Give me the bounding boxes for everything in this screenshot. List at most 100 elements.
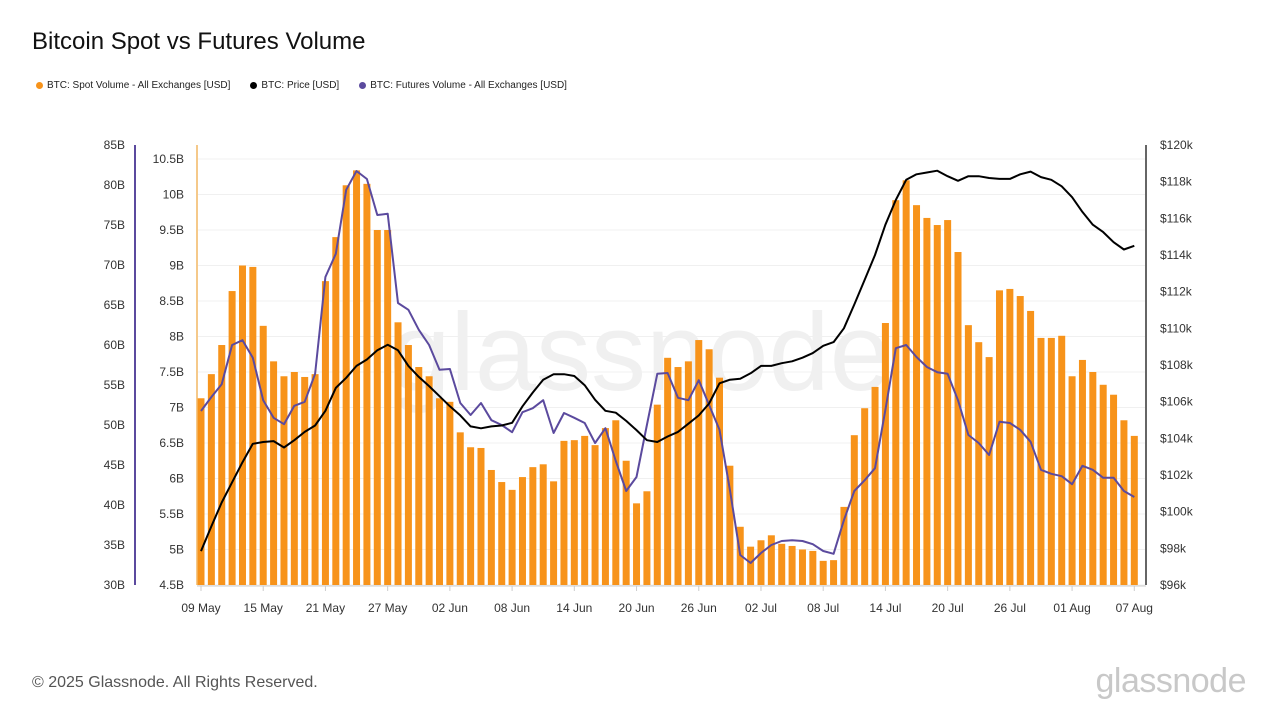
spot-volume-bar	[1099, 384, 1107, 585]
spot-volume-bar	[487, 469, 495, 585]
spot-volume-bar	[1027, 310, 1035, 585]
spot-volume-bar	[653, 404, 661, 585]
x-axis-tick: 20 Jun	[619, 601, 655, 615]
futures-axis-tick: 35B	[104, 538, 125, 552]
spot-volume-bar	[747, 546, 755, 585]
futures-axis-tick: 30B	[104, 578, 125, 592]
price-axis-tick: $104k	[1160, 431, 1194, 445]
x-axis-tick: 14 Jul	[869, 601, 901, 615]
spot-volume-bar	[1078, 359, 1086, 585]
spot-volume-bar	[477, 447, 485, 585]
x-axis-tick: 09 May	[181, 601, 220, 615]
spot-axis-tick: 6.5B	[159, 436, 184, 450]
price-axis-tick: $106k	[1160, 395, 1194, 409]
spot-volume-bar	[311, 374, 319, 585]
legend-item-spot[interactable]: BTC: Spot Volume - All Exchanges [USD]	[36, 80, 230, 91]
spot-volume-bar	[1068, 376, 1076, 585]
spot-volume-bar	[798, 549, 806, 585]
legend-dot-icon	[250, 81, 258, 89]
spot-volume-bar	[778, 543, 786, 585]
legend-label: BTC: Price [USD]	[261, 80, 340, 91]
futures-axis-tick: 85B	[104, 138, 125, 152]
futures-volume-line	[200, 170, 1135, 564]
spot-volume-bar	[1120, 420, 1128, 585]
spot-volume-bar	[425, 376, 433, 585]
spot-volume-bar	[944, 220, 952, 585]
spot-volume-bar	[757, 540, 765, 585]
price-axis-tick: $96k	[1160, 578, 1187, 592]
x-axis-tick: 08 Jul	[807, 601, 839, 615]
spot-volume-bar	[1016, 296, 1024, 585]
spot-volume-bar	[1130, 435, 1138, 585]
spot-axis-tick: 7.5B	[159, 365, 184, 379]
x-axis-tick: 08 Jun	[494, 601, 530, 615]
spot-volume-bar	[933, 225, 941, 585]
spot-volume-bar	[197, 398, 205, 585]
spot-volume-bar	[249, 266, 257, 585]
spot-volume-bar	[622, 460, 630, 585]
spot-axis-tick: 5.5B	[159, 507, 184, 521]
spot-volume-bar	[913, 205, 921, 585]
spot-volume-bar	[995, 290, 1003, 585]
spot-volume-bar	[1006, 288, 1014, 585]
spot-axis-tick: 10B	[163, 188, 184, 202]
spot-volume-bar	[394, 322, 402, 585]
legend-dot-icon	[36, 81, 43, 89]
x-axis-tick: 21 May	[306, 601, 345, 615]
price-axis-tick: $110k	[1160, 321, 1193, 335]
spot-volume-bar	[684, 361, 692, 585]
spot-volume-bar	[985, 357, 993, 585]
spot-volume-bar	[280, 376, 288, 585]
spot-volume-bar	[902, 180, 910, 586]
spot-volume-bar	[809, 550, 817, 585]
legend-item-price[interactable]: BTC: Price [USD]	[250, 80, 339, 91]
spot-volume-bar	[726, 465, 734, 585]
spot-volume-bar	[861, 408, 869, 585]
spot-volume-bar	[1047, 337, 1055, 585]
spot-volume-bar	[1089, 372, 1097, 585]
price-axis-tick: $108k	[1160, 358, 1194, 372]
x-axis-tick: 26 Jun	[681, 601, 717, 615]
x-axis-tick: 02 Jul	[745, 601, 777, 615]
spot-volume-bar	[415, 367, 423, 585]
spot-volume-bar	[633, 503, 641, 585]
futures-axis-tick: 55B	[104, 378, 125, 392]
spot-volume-bar	[321, 281, 329, 585]
x-axis-tick: 14 Jun	[556, 601, 592, 615]
spot-volume-bar	[1110, 394, 1118, 585]
spot-volume-bar	[238, 265, 246, 585]
spot-volume-bar	[270, 361, 278, 585]
price-axis-tick: $116k	[1160, 211, 1193, 225]
spot-volume-bar	[819, 560, 827, 585]
spot-volume-bar	[218, 345, 226, 585]
spot-volume-bar	[467, 447, 475, 585]
x-axis-tick: 01 Aug	[1053, 601, 1090, 615]
spot-volume-bar	[964, 325, 972, 585]
spot-volume-bar	[705, 349, 713, 585]
spot-volume-bar	[228, 291, 236, 585]
spot-volume-bar	[830, 560, 838, 585]
spot-volume-bar	[290, 372, 298, 585]
price-axis-tick: $120k	[1160, 138, 1194, 152]
spot-volume-bar	[871, 386, 879, 585]
spot-volume-bar	[716, 377, 723, 585]
spot-axis-tick: 6B	[169, 472, 184, 486]
spot-volume-bar	[601, 428, 609, 585]
legend-item-futures[interactable]: BTC: Futures Volume - All Exchanges [USD…	[359, 80, 567, 91]
spot-axis-tick: 10.5B	[153, 152, 184, 166]
price-axis-tick: $102k	[1160, 468, 1194, 482]
spot-volume-bar	[1037, 337, 1045, 585]
spot-volume-bar	[560, 440, 568, 585]
spot-axis-tick: 5B	[169, 543, 184, 557]
futures-axis-tick: 50B	[104, 418, 125, 432]
legend-label: BTC: Futures Volume - All Exchanges [USD…	[370, 80, 567, 91]
futures-axis-tick: 60B	[104, 338, 125, 352]
futures-axis-tick: 45B	[104, 458, 125, 472]
price-axis-tick: $98k	[1160, 541, 1187, 555]
spot-volume-bar	[975, 342, 983, 585]
spot-volume-bar	[259, 325, 267, 585]
spot-volume-bar	[342, 185, 350, 585]
legend-dot-icon	[359, 81, 367, 89]
copyright: © 2025 Glassnode. All Rights Reserved.	[32, 674, 318, 691]
x-axis-tick: 20 Jul	[932, 601, 964, 615]
